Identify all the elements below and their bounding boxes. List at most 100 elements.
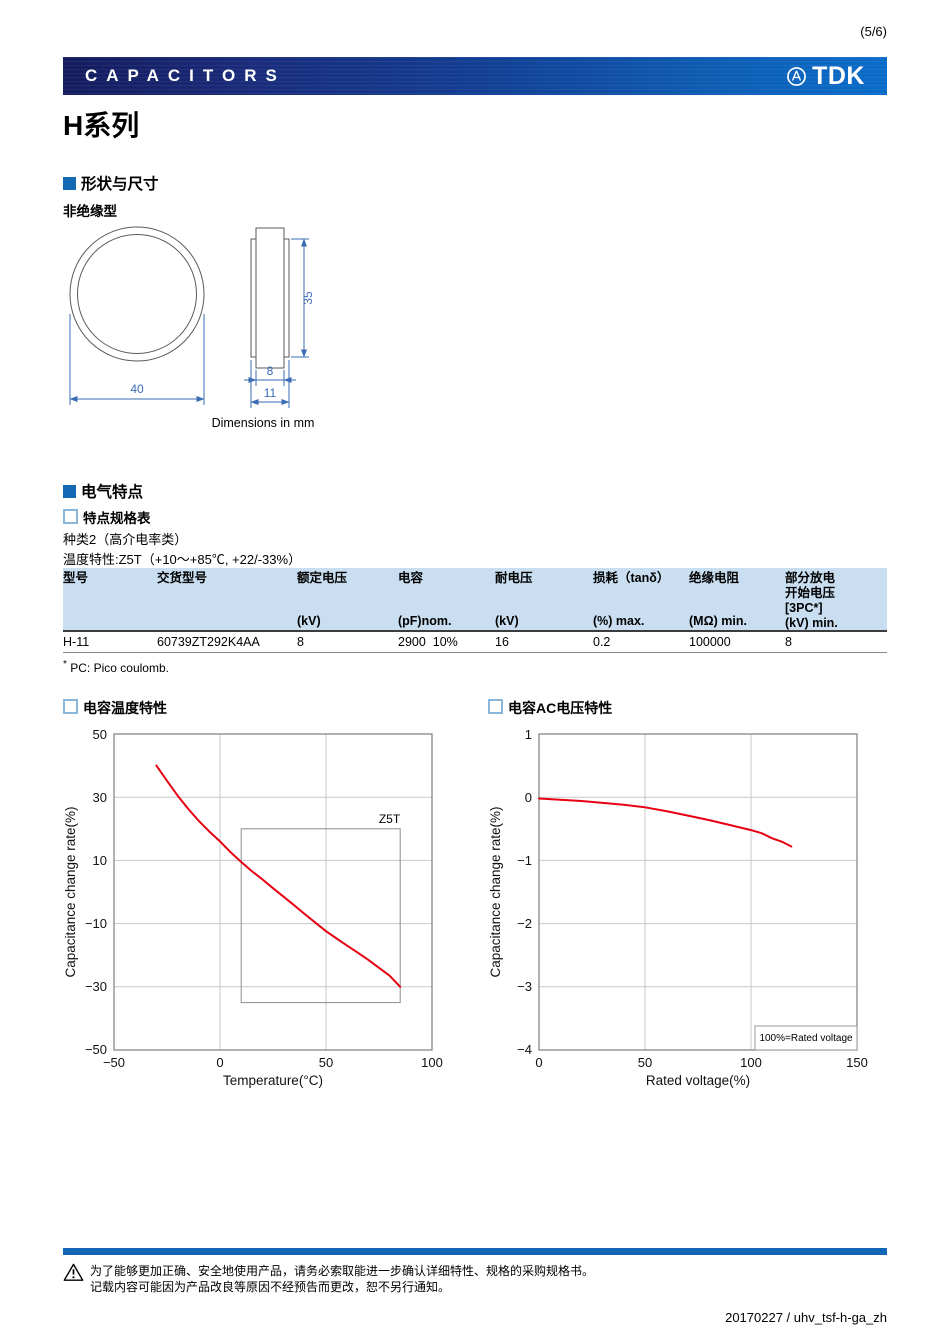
rated-voltage-note: 100%=Rated voltage xyxy=(759,1033,853,1044)
dimension-drawing: 40 35 8 11 Dimensions in mm xyxy=(69,226,315,430)
header-bar: CAPACITORS TDK xyxy=(63,57,887,95)
chart-ac-voltage-characteristics: 电容AC电压特性 100%=Rated voltage 1 0 −1 −2 −3… xyxy=(488,698,888,1097)
col-order-code: 交货型号 xyxy=(157,568,297,631)
cell-dissipation: 0.2 xyxy=(593,631,689,653)
chart-ac-title: 电容AC电压特性 xyxy=(488,698,888,718)
x-axis-label: Rated voltage(%) xyxy=(646,1073,750,1088)
category-title: CAPACITORS xyxy=(85,66,286,85)
col-dissipation: 损耗（tanδ） (%) max. xyxy=(593,568,689,631)
ytick: 1 xyxy=(525,727,532,742)
rated-voltage-note-box xyxy=(754,1025,858,1051)
side-view-body xyxy=(255,227,285,369)
footnote-text: PC: Pico coulomb. xyxy=(70,661,169,675)
chart-temperature-characteristics: 电容温度特性 Z5T 50 30 10 −10 −30 −50 −50 0 50… xyxy=(63,698,463,1097)
warning-line-1: 为了能够更加正确、安全地使用产品，请务必索取能进一步确认详细特性、规格的采购规格… xyxy=(90,1264,595,1278)
gridlines xyxy=(539,734,857,1050)
tdk-logo: TDK xyxy=(785,62,865,91)
footnote-mark: * xyxy=(63,659,67,670)
ytick: −30 xyxy=(85,979,107,994)
outline-square-icon xyxy=(63,509,78,524)
dim-diameter: 40 xyxy=(130,382,144,396)
ytick: −10 xyxy=(85,916,107,931)
cell-capacitance: 2900 10% xyxy=(398,631,495,653)
header-row: 型号 交货型号 额定电压 (kV) 电容 (pF)nom. 耐电压 (kV) 损耗（t… xyxy=(63,568,887,631)
y-axis-label: Capacitance change rate(%) xyxy=(488,806,503,977)
ac-voltage-curve xyxy=(538,797,793,848)
z5t-spec-box xyxy=(240,828,401,1004)
ytick: 30 xyxy=(93,790,107,805)
dim-height: 35 xyxy=(301,291,315,305)
table-row: H-11 60739ZT292K4AA 8 2900 10% 16 0.2 10… xyxy=(63,631,887,653)
ytick: −1 xyxy=(517,853,532,868)
section-shape-label: 形状与尺寸 xyxy=(81,176,159,193)
cell-model: H-11 xyxy=(63,631,157,653)
blue-square-icon xyxy=(63,485,76,498)
xtick: 150 xyxy=(846,1055,868,1070)
gridlines xyxy=(114,734,432,1050)
document-id: 20170227 / uhv_tsf-h-ga_zh xyxy=(725,1310,887,1325)
col-rated-voltage: 额定电压 (kV) xyxy=(297,568,398,631)
cell-withstand-voltage: 16 xyxy=(495,631,593,653)
plot-border xyxy=(113,733,433,1051)
warning-line-2: 记载内容可能因为产品改良等原因不经预告而更改，恕不另行通知。 xyxy=(90,1280,451,1294)
spec-table-label: 特点规格表 xyxy=(83,511,151,526)
footer-warning: 为了能够更加正确、安全地使用产品，请务必索取能进一步确认详细特性、规格的采购规格… xyxy=(63,1263,594,1295)
cell-rated-voltage: 8 xyxy=(297,631,398,653)
section-electrical-title: 电气特点 xyxy=(63,480,143,502)
chart-temp-title-text: 电容温度特性 xyxy=(83,700,167,716)
xtick: 0 xyxy=(535,1055,542,1070)
table-footnote: * PC: Pico coulomb. xyxy=(63,659,169,675)
section-shape-title: 形状与尺寸 xyxy=(63,172,159,194)
xtick: −50 xyxy=(103,1055,125,1070)
xtick: 100 xyxy=(421,1055,443,1070)
outline-square-icon xyxy=(63,699,78,714)
cell-insulation-resistance: 100000 xyxy=(689,631,785,653)
page-number: (5/6) xyxy=(860,24,887,39)
y-axis-label: Capacitance change rate(%) xyxy=(63,806,78,977)
cell-order-code: 60739ZT292K4AA xyxy=(157,631,297,653)
temp-curve xyxy=(155,764,402,988)
dimensions-note: Dimensions in mm xyxy=(212,416,315,430)
ytick: 10 xyxy=(93,853,107,868)
ytick: −50 xyxy=(85,1042,107,1057)
front-view-outer-circle xyxy=(69,226,205,362)
chart-ac-title-text: 电容AC电压特性 xyxy=(508,700,613,716)
ac-chart-svg: 100%=Rated voltage 1 0 −1 −2 −3 −4 0 50 … xyxy=(488,727,868,1088)
series-title: H系列 xyxy=(63,110,140,141)
tdk-logo-text: TDK xyxy=(812,61,865,90)
xtick: 0 xyxy=(216,1055,223,1070)
footer-divider-bar xyxy=(63,1248,887,1255)
col-insulation-resistance: 绝缘电阻 (MΩ) min. xyxy=(689,568,785,631)
spec-table-title: 特点规格表 xyxy=(63,507,151,527)
class-line: 种类2（高介电率类） xyxy=(63,532,188,547)
dim-inner-thickness: 8 xyxy=(267,364,274,378)
xtick: 50 xyxy=(638,1055,652,1070)
spec-table: 型号 交货型号 额定电压 (kV) 电容 (pF)nom. 耐电压 (kV) 损耗（t… xyxy=(63,568,887,653)
tdk-mark-icon xyxy=(787,66,807,86)
temperature-line: 温度特性:Z5T（+10～+85℃, +22/-33%） xyxy=(63,552,302,567)
z5t-label: Z5T xyxy=(379,812,401,826)
outline-square-icon xyxy=(488,699,503,714)
warning-triangle-icon xyxy=(63,1263,84,1281)
type-label: 非绝缘型 xyxy=(63,204,117,219)
col-capacitance: 电容 (pF)nom. xyxy=(398,568,495,631)
xtick: 50 xyxy=(319,1055,333,1070)
dim-outer-thickness: 11 xyxy=(264,386,277,400)
side-view-left-electrode xyxy=(250,238,257,358)
x-axis-label: Temperature(°C) xyxy=(223,1073,323,1088)
col-partial-discharge: 部分放电 开始电压 [3PC*] (kV) min. xyxy=(785,568,887,631)
section-electrical-label: 电气特点 xyxy=(81,484,144,501)
blue-square-icon xyxy=(63,177,76,190)
ytick: −4 xyxy=(517,1042,532,1057)
col-model: 型号 xyxy=(63,568,157,631)
ytick: 0 xyxy=(525,790,532,805)
cell-partial-discharge: 8 xyxy=(785,631,887,653)
col-withstand-voltage: 耐电压 (kV) xyxy=(495,568,593,631)
plot-border xyxy=(538,733,858,1051)
ytick: −3 xyxy=(517,979,532,994)
ytick: 50 xyxy=(93,727,107,742)
xtick: 100 xyxy=(740,1055,762,1070)
temp-chart-svg: Z5T 50 30 10 −10 −30 −50 −50 0 50 100 Te… xyxy=(63,727,443,1088)
ytick: −2 xyxy=(517,916,532,931)
chart-temp-title: 电容温度特性 xyxy=(63,698,463,718)
